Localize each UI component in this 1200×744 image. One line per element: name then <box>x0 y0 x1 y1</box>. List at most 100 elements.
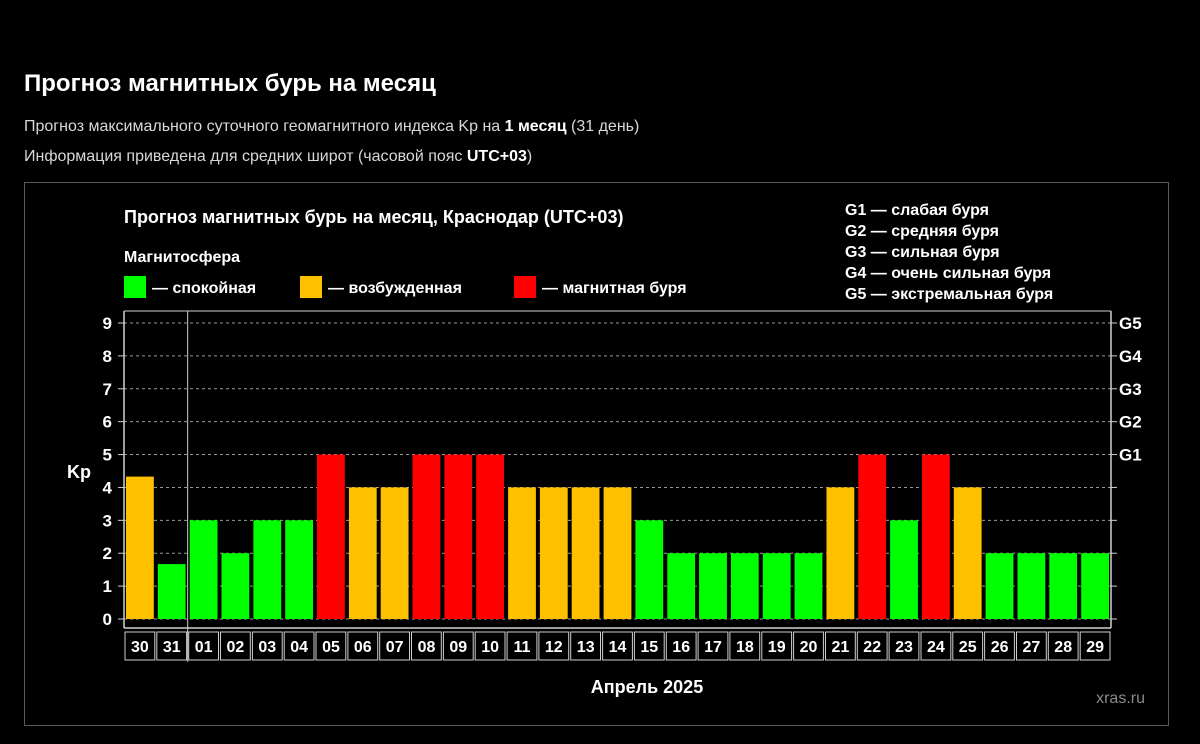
bar-day-12 <box>539 487 568 619</box>
x-tick-label: 27 <box>1023 639 1041 656</box>
bar-day-22 <box>858 454 887 619</box>
x-tick-label: 16 <box>672 639 690 656</box>
x-tick-box <box>920 631 952 661</box>
x-tick-box <box>315 631 347 661</box>
bar-day-19 <box>762 553 791 619</box>
storm-scale-legend: G1 — слабая буря G2 — средняя буря G3 — си… <box>845 202 1053 303</box>
g-scale-label: G2 <box>1119 413 1142 432</box>
x-tick-box <box>761 631 793 661</box>
x-tick-box <box>825 631 856 661</box>
legend-swatch-calm <box>124 276 146 298</box>
x-tick-label: 14 <box>609 639 627 656</box>
x-tick-box <box>411 631 442 661</box>
legend-label-storm: — магнитная буря <box>542 280 687 297</box>
info-period: 1 месяц <box>504 118 567 135</box>
bar-day-24 <box>922 454 950 619</box>
bar-day-14 <box>603 487 632 619</box>
latitude-info-line: Информация приведена для средних широт (… <box>24 148 532 166</box>
x-tick-label: 06 <box>354 639 372 656</box>
legend-swatch-storm <box>514 276 536 298</box>
bar-day-09 <box>444 454 473 619</box>
y-tick-label: 2 <box>103 544 112 563</box>
chart-title: Прогноз магнитных бурь на месяц, Краснод… <box>124 207 623 227</box>
y-tick-label: 9 <box>103 314 112 333</box>
x-tick-label: 09 <box>449 639 467 656</box>
y-tick-label: 8 <box>103 347 112 366</box>
x-tick-label: 30 <box>131 639 149 656</box>
y-tick-label: 3 <box>103 511 112 530</box>
bar-day-17 <box>699 553 727 619</box>
x-tick-box <box>188 631 219 661</box>
x-tick-box <box>474 631 506 661</box>
x-tick-label: 23 <box>895 639 913 656</box>
x-tick-label: 21 <box>832 639 850 656</box>
x-tick-label: 22 <box>863 639 881 656</box>
x-tick-label: 18 <box>736 639 754 656</box>
bar-day-07 <box>380 487 409 619</box>
bar-day-11 <box>508 487 536 619</box>
bar-day-31 <box>157 564 186 619</box>
bar-day-05 <box>317 454 345 619</box>
x-tick-label: 02 <box>227 639 245 656</box>
x-tick-box <box>538 631 570 661</box>
x-tick-label: 13 <box>577 639 595 656</box>
bar-day-18 <box>730 553 759 619</box>
bar-day-10 <box>476 454 504 619</box>
bar-day-25 <box>953 487 982 619</box>
bar-day-23 <box>890 520 918 619</box>
forecast-info-line: Прогноз максимального суточного геомагни… <box>24 118 639 136</box>
x-tick-label: 25 <box>959 639 977 656</box>
x-tick-label: 17 <box>704 639 722 656</box>
x-tick-box <box>633 631 665 661</box>
y-axis-label: Kp <box>67 462 91 482</box>
bar-day-30 <box>126 476 154 619</box>
x-tick-label: 11 <box>514 639 531 656</box>
g-scale-label: G3 <box>1119 380 1142 399</box>
x-tick-box <box>570 631 602 661</box>
chart-frame: Прогноз магнитных бурь на месяц, Краснод… <box>24 182 1169 726</box>
storm-scale-item: G5 — экстремальная буря <box>845 286 1053 303</box>
x-tick-box <box>442 631 474 661</box>
x-tick-box <box>665 631 697 661</box>
info-timezone: UTC+03 <box>466 148 527 165</box>
x-tick-box <box>1079 631 1111 661</box>
x-tick-box <box>156 631 188 661</box>
y-tick-label: 7 <box>103 380 112 399</box>
info-text: Информация приведена для средних широт (… <box>24 148 467 165</box>
bar-day-29 <box>1081 553 1109 619</box>
x-tick-label: 12 <box>545 639 563 656</box>
y-tick-label: 4 <box>103 478 113 497</box>
bar-day-04 <box>285 520 313 619</box>
x-tick-box <box>952 631 984 661</box>
bar-day-26 <box>985 553 1014 619</box>
x-tick-box <box>984 631 1015 661</box>
g-scale-label: G4 <box>1119 347 1142 366</box>
x-tick-box <box>697 631 729 661</box>
bar-day-20 <box>794 553 823 619</box>
x-axis-label: Апрель 2025 <box>591 677 703 697</box>
bar-day-08 <box>412 454 441 619</box>
bar-day-27 <box>1017 553 1046 619</box>
x-tick-label: 04 <box>290 639 308 656</box>
x-tick-box <box>1047 631 1079 661</box>
x-tick-box <box>124 631 156 661</box>
bar-day-15 <box>635 520 664 619</box>
x-tick-label: 15 <box>640 639 658 656</box>
legend-swatch-excited <box>300 276 322 298</box>
x-tick-label: 31 <box>163 639 181 656</box>
x-tick-label: 20 <box>800 639 818 656</box>
y-tick-label: 6 <box>103 413 112 432</box>
x-tick-label: 24 <box>927 639 945 656</box>
info-text-days: (31 день) <box>566 118 640 135</box>
legend: — спокойная — возбужденная — магнитная бур… <box>124 276 687 298</box>
legend-title: Магнитосфера <box>124 249 240 266</box>
storm-scale-item: G2 — средняя буря <box>845 223 999 240</box>
x-tick-label: 05 <box>322 639 340 656</box>
x-tick-label: 26 <box>991 639 1009 656</box>
x-tick-label: 03 <box>258 639 276 656</box>
x-tick-labels: 30 31 01 02 03 04 05 06 07 08 09 10 11 12 13 14 15 16 17 18… <box>124 631 1111 661</box>
x-tick-box <box>602 631 633 661</box>
x-tick-box <box>729 631 761 661</box>
x-tick-label: 08 <box>418 639 436 656</box>
legend-label-calm: — спокойная <box>152 280 256 297</box>
